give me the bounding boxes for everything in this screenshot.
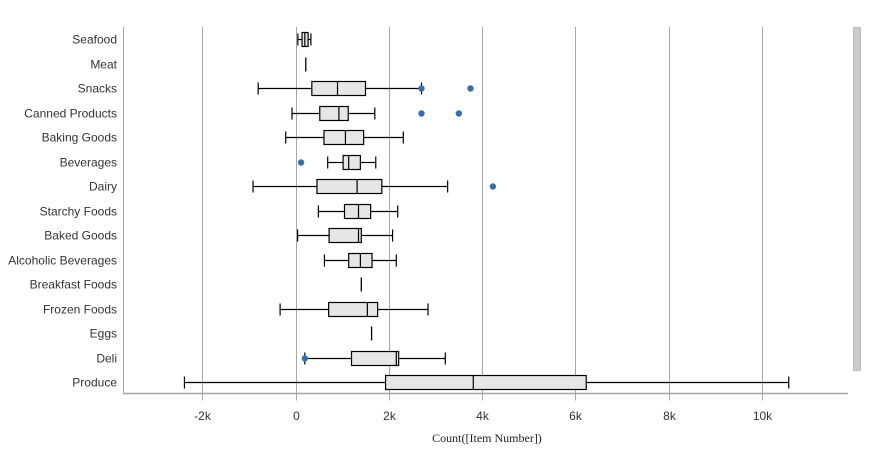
outlier-point: [301, 355, 309, 362]
tick-label: 0: [293, 409, 300, 423]
tick-label: 10k: [753, 409, 773, 423]
outlier-point: [418, 110, 425, 117]
category-label: Seafood: [72, 33, 117, 47]
axes: [123, 27, 848, 395]
category-label: Beverages: [60, 156, 117, 170]
iqr-box: [384, 374, 587, 391]
box-seafood: [297, 31, 312, 48]
category-label: Alcoholic Beverages: [8, 254, 117, 268]
category-labels: Seafood Meat Snacks Canned Products Baking G…: [8, 33, 117, 390]
category-label: Snacks: [78, 82, 117, 96]
outlier-point: [489, 183, 497, 190]
box-canned-products: [291, 105, 463, 122]
iqr-box: [328, 301, 379, 318]
category-label: Canned Products: [24, 107, 117, 121]
iqr-box: [343, 203, 372, 220]
category-label: Baking Goods: [42, 131, 117, 145]
category-label: Meat: [90, 58, 117, 72]
category-label: Eggs: [90, 327, 117, 341]
gridlines: [202, 27, 763, 394]
tick-label: 4k: [476, 409, 490, 423]
box-frozen-foods: [279, 301, 429, 318]
box-starchy-foods: [317, 203, 399, 220]
box-produce: [183, 374, 790, 391]
category-label: Frozen Foods: [43, 303, 117, 317]
outlier-point: [467, 85, 474, 92]
iqr-box: [342, 154, 361, 171]
category-label: Baked Goods: [44, 229, 117, 243]
box-baking-goods: [285, 129, 404, 146]
outlier-point: [297, 159, 305, 166]
box-beverages: [297, 154, 377, 171]
category-label: Starchy Foods: [40, 205, 117, 219]
iqr-box: [311, 80, 367, 97]
iqr-box: [316, 178, 383, 195]
box-alcoholic-beverages: [323, 252, 397, 269]
category-label: Deli: [96, 352, 117, 366]
tick-label: 2k: [383, 409, 397, 423]
box-deli: [301, 350, 446, 367]
box-dairy: [252, 178, 497, 195]
boxes: [183, 31, 790, 391]
category-label: Breakfast Foods: [30, 278, 117, 292]
iqr-box: [328, 227, 362, 244]
outlier-point: [418, 85, 425, 92]
box-baked-goods: [296, 227, 394, 244]
outlier-point: [455, 110, 463, 117]
tick-label: 8k: [663, 409, 677, 423]
x-axis-ticks: -2k 0 2k 4k 6k 8k 10k: [194, 393, 773, 423]
iqr-box: [350, 350, 400, 367]
iqr-box: [319, 105, 349, 122]
box-snacks: [257, 80, 474, 97]
category-label: Produce: [72, 376, 117, 390]
x-axis-title: Count([Item Number]): [432, 431, 542, 445]
iqr-box: [323, 129, 365, 146]
tick-label: -2k: [194, 409, 212, 423]
tick-label: 6k: [569, 409, 583, 423]
category-label: Dairy: [89, 180, 117, 194]
vertical-scrollbar[interactable]: [853, 27, 861, 371]
